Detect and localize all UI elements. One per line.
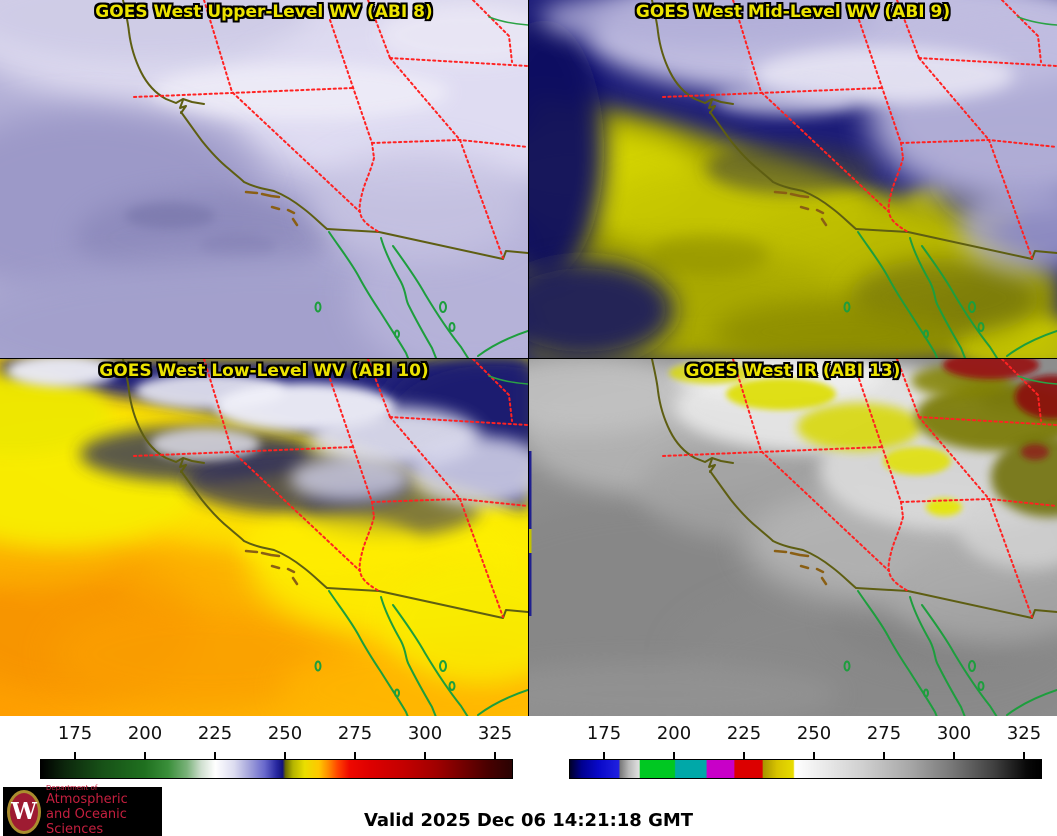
mid-level-wv-image bbox=[529, 0, 1057, 358]
ir-tick-label: 200 bbox=[656, 723, 692, 744]
wv-tick-label: 250 bbox=[267, 723, 303, 744]
panel-title-abi13: GOES West IR (ABI 13) bbox=[685, 361, 901, 381]
ir-tick-mark bbox=[1023, 752, 1026, 759]
wv-tick-label: 225 bbox=[197, 723, 233, 744]
wv-tick-mark bbox=[494, 752, 497, 759]
panel-title-abi10: GOES West Low-Level WV (ABI 10) bbox=[99, 361, 429, 381]
colorbar-row: 175 200 225 250 275 300 325 175 200 bbox=[0, 716, 1057, 785]
wv-tick-label: 325 bbox=[477, 723, 513, 744]
ir-tick-mark bbox=[883, 752, 886, 759]
wv-tick-label: 275 bbox=[337, 723, 373, 744]
ir-tick-mark bbox=[603, 752, 605, 759]
wv-colorbar: 175 200 225 250 275 300 325 bbox=[0, 716, 528, 785]
wv-tick-mark bbox=[74, 752, 76, 759]
ir-tick-mark bbox=[743, 752, 745, 759]
valid-timestamp: Valid 2025 Dec 06 14:21:18 GMT bbox=[363, 810, 694, 831]
ir-colorbar-gradient bbox=[569, 759, 1042, 779]
panel-low-level-wv: GOES West Low-Level WV (ABI 10) bbox=[0, 359, 528, 716]
wv-tick-mark bbox=[214, 752, 216, 759]
ir-tick-mark bbox=[953, 752, 956, 759]
panel-title-abi8: GOES West Upper-Level WV (ABI 8) bbox=[95, 2, 433, 22]
ir-colorbar: 175 200 225 250 275 300 325 bbox=[529, 716, 1057, 785]
upper-level-wv-image bbox=[0, 0, 528, 358]
ir-tick-label: 175 bbox=[586, 723, 622, 744]
satellite-panel-grid: GOES West Upper-Level WV (ABI 8) bbox=[0, 0, 1057, 716]
ir-tick-label: 325 bbox=[1006, 723, 1042, 744]
uw-crest-icon: W bbox=[7, 789, 41, 834]
wv-tick-label: 300 bbox=[407, 723, 443, 744]
ir-tick-label: 300 bbox=[936, 723, 972, 744]
aos-logo-text: Department of Atmospheric and Oceanic Sc… bbox=[46, 785, 162, 836]
panel-upper-level-wv: GOES West Upper-Level WV (ABI 8) bbox=[0, 0, 528, 358]
logo-line1: Atmospheric bbox=[46, 791, 128, 807]
ir-image bbox=[529, 359, 1057, 716]
logo-line2: and Oceanic Sciences bbox=[46, 806, 127, 836]
ir-tick-label: 250 bbox=[796, 723, 832, 744]
ir-tick-label: 275 bbox=[866, 723, 902, 744]
panel-mid-level-wv: GOES West Mid-Level WV (ABI 9) bbox=[529, 0, 1057, 358]
wv-tick-mark bbox=[284, 752, 286, 759]
wv-tick-mark bbox=[424, 752, 427, 759]
wv-tick-mark bbox=[354, 752, 357, 759]
logo-dept-line: Department of bbox=[46, 784, 98, 793]
panel-title-abi9: GOES West Mid-Level WV (ABI 9) bbox=[635, 2, 951, 22]
footer: W Department of Atmospheric and Oceanic … bbox=[0, 785, 1057, 836]
ir-tick-mark bbox=[673, 752, 675, 759]
panel-ir: GOES West IR (ABI 13) bbox=[529, 359, 1057, 716]
uw-crest-w: W bbox=[11, 798, 37, 825]
wv-tick-label: 175 bbox=[57, 723, 93, 744]
wv-tick-label: 200 bbox=[127, 723, 163, 744]
wv-tick-mark bbox=[144, 752, 146, 759]
ir-tick-label: 225 bbox=[726, 723, 762, 744]
wv-colorbar-gradient bbox=[40, 759, 513, 779]
low-level-wv-image bbox=[0, 359, 528, 716]
ir-tick-mark bbox=[813, 752, 815, 759]
aos-logo: W Department of Atmospheric and Oceanic … bbox=[3, 785, 162, 836]
